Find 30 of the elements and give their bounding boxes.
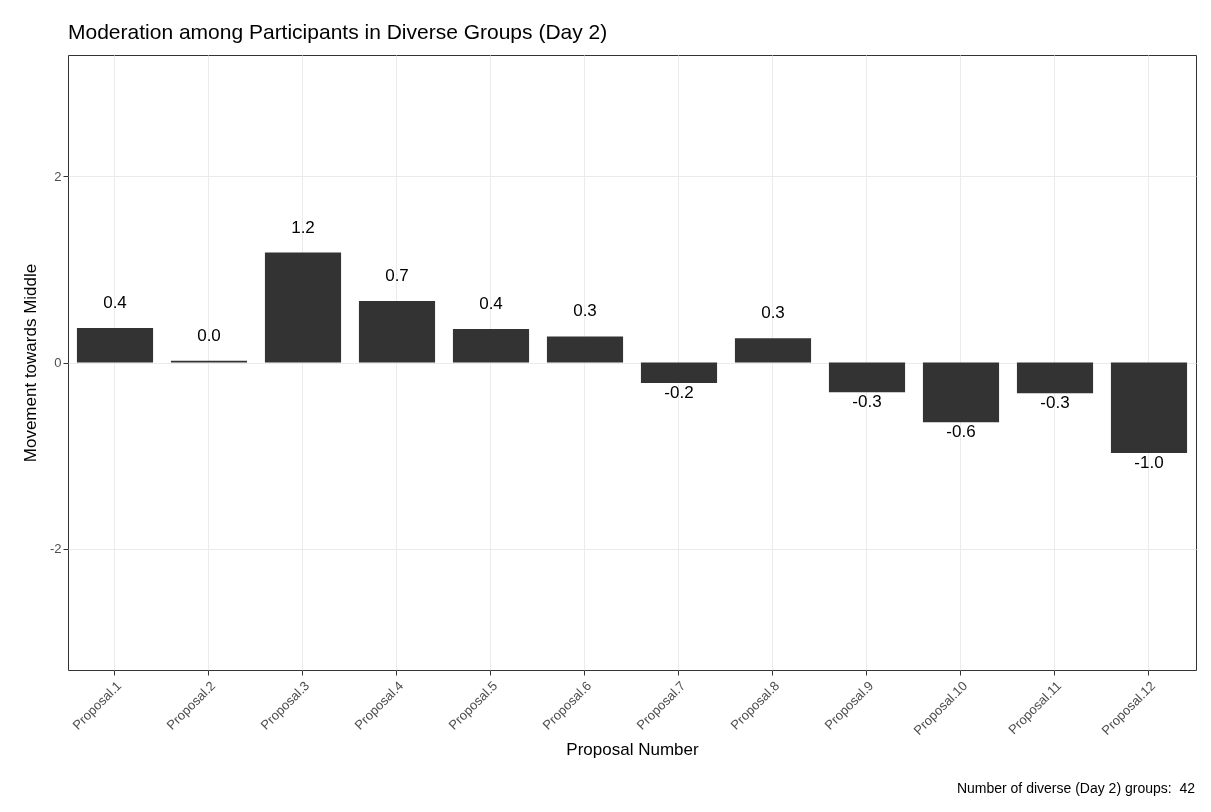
- bar: [264, 252, 342, 363]
- data-label: 0.3: [761, 303, 785, 323]
- text: Number of diverse (Day 2) groups: 42: [956, 780, 1195, 796]
- x-axis-title: Proposal Number: [566, 739, 699, 759]
- bar: [734, 338, 812, 363]
- bar: [640, 362, 718, 383]
- chart-title: Moderation among Participants in Diverse Groups (Day 2): [68, 20, 608, 43]
- y-tick-label: -2: [49, 541, 62, 557]
- bar: [358, 301, 436, 363]
- bar: [1016, 362, 1094, 394]
- bar: [828, 362, 906, 393]
- bar: [76, 328, 154, 363]
- data-label: -1.0: [1134, 452, 1164, 472]
- bar: [922, 362, 1000, 423]
- data-label: 0.4: [479, 293, 503, 313]
- y-axis-title: Movement towards Middle: [20, 263, 40, 463]
- y-tick-label: 2: [54, 168, 62, 184]
- data-label: -0.3: [1040, 393, 1070, 413]
- data-label: 0.7: [385, 266, 409, 285]
- data-label: -0.3: [852, 392, 882, 412]
- data-label: 0.3: [573, 301, 597, 321]
- data-label: 1.2: [291, 217, 315, 237]
- data-label: 0.0: [197, 325, 221, 345]
- data-label: -0.6: [946, 422, 976, 442]
- bar: [546, 336, 624, 363]
- data-label: -0.2: [664, 383, 694, 402]
- bar: [1110, 362, 1188, 453]
- data-label: 0.4: [103, 293, 127, 313]
- y-tick-label: 0: [54, 355, 62, 370]
- bar: [452, 328, 530, 363]
